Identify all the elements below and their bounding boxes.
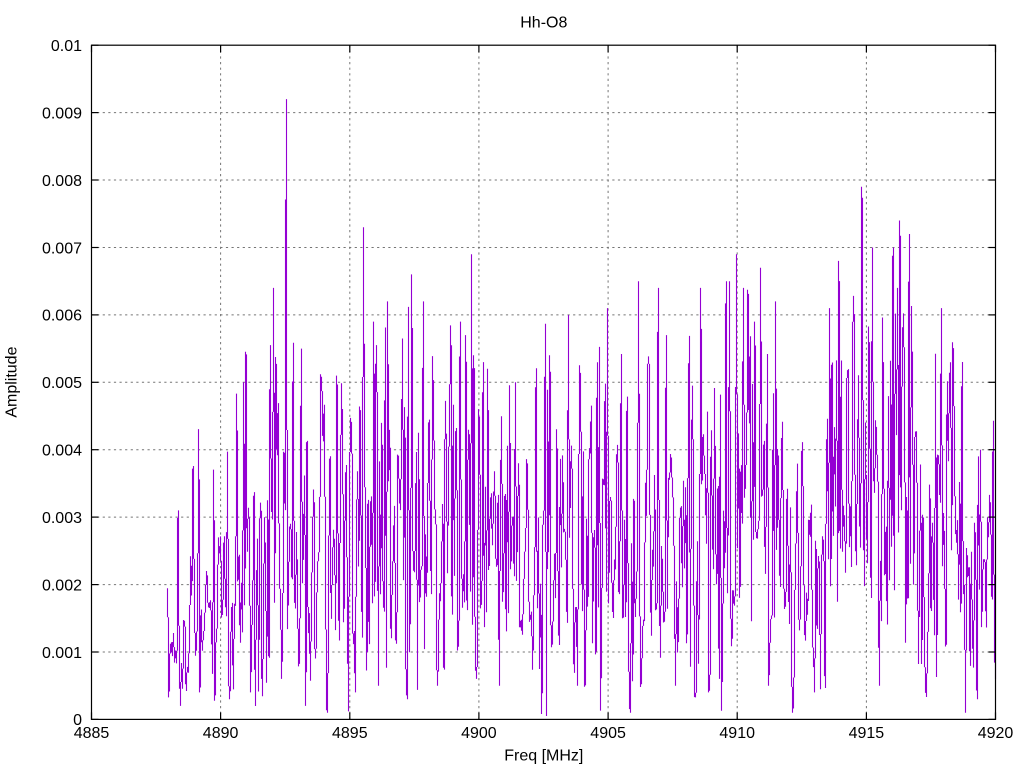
svg-text:0.002: 0.002	[42, 577, 82, 594]
svg-text:0.007: 0.007	[42, 240, 82, 257]
svg-text:0: 0	[73, 712, 82, 729]
svg-text:Hh-O8: Hh-O8	[520, 14, 567, 31]
svg-text:4890: 4890	[203, 725, 239, 742]
svg-text:0.006: 0.006	[42, 308, 82, 325]
svg-text:0.001: 0.001	[42, 645, 82, 662]
svg-text:4905: 4905	[590, 725, 626, 742]
svg-text:0.008: 0.008	[42, 173, 82, 190]
svg-text:4895: 4895	[332, 725, 368, 742]
svg-text:4900: 4900	[461, 725, 497, 742]
svg-text:0.003: 0.003	[42, 510, 82, 527]
svg-text:0.009: 0.009	[42, 105, 82, 122]
svg-text:Freq [MHz]: Freq [MHz]	[504, 747, 583, 764]
svg-text:4885: 4885	[74, 725, 110, 742]
svg-text:4920: 4920	[978, 725, 1014, 742]
svg-text:0.005: 0.005	[42, 375, 82, 392]
svg-text:4910: 4910	[719, 725, 755, 742]
svg-text:4915: 4915	[849, 725, 885, 742]
svg-text:0.01: 0.01	[51, 38, 82, 55]
svg-text:0.004: 0.004	[42, 443, 82, 460]
svg-text:Amplitude: Amplitude	[4, 346, 21, 417]
